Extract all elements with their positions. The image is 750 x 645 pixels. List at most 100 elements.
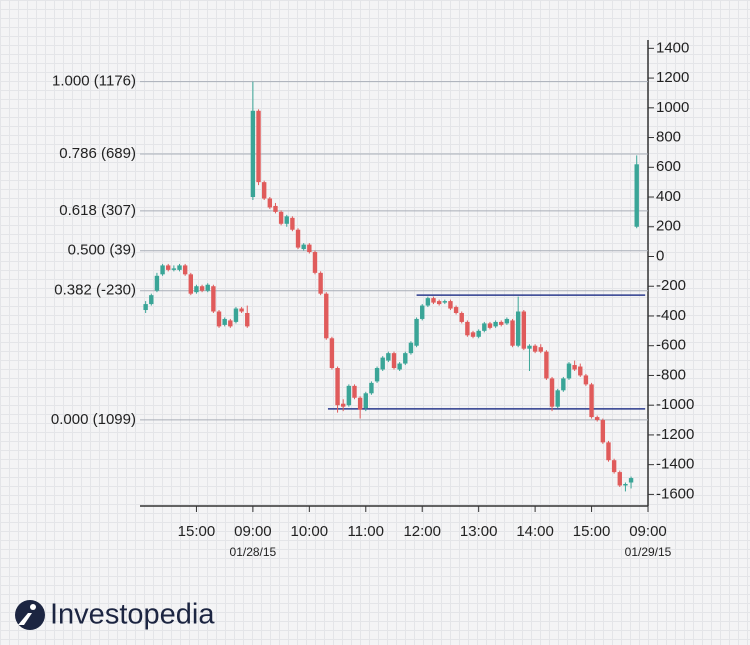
candle-body [459, 312, 464, 322]
candle-body [549, 378, 555, 407]
x-tick-label: 11:00 [348, 523, 384, 540]
candle-body [544, 351, 549, 379]
logo-icon-dot [30, 604, 36, 610]
x-tick-label: 15:00 [178, 523, 216, 540]
x-date-label: 01/29/15 [625, 545, 672, 559]
fib-label: 0.500 (39) [68, 242, 136, 259]
candle-body [374, 368, 380, 382]
candle-body [561, 378, 566, 391]
candle-body [487, 323, 493, 328]
candle-body [634, 164, 639, 227]
candle-body [245, 312, 250, 327]
candle-body [600, 420, 606, 443]
candle-body [256, 110, 261, 183]
candle-body [397, 363, 402, 370]
brand: Investopedia [50, 599, 215, 631]
y-tick-label: 1400 [656, 39, 689, 56]
x-tick-label: 15:00 [573, 523, 611, 540]
candle-body [617, 472, 622, 486]
candle-body [442, 301, 447, 303]
candle-body [606, 442, 611, 461]
candle-body [628, 478, 634, 483]
y-tick-label: -400 [656, 307, 686, 324]
candle-body [205, 284, 210, 291]
y-tick-label: -1000 [656, 396, 694, 413]
candle-body [222, 318, 227, 325]
candle-body [261, 182, 267, 199]
candle-body [216, 311, 222, 327]
y-tick-label: 400 [656, 188, 681, 205]
candle-body [476, 330, 481, 337]
candle-body [290, 217, 295, 230]
candle-body [583, 375, 589, 385]
y-tick-label: -600 [656, 337, 686, 354]
fib-label: 1.000 (1176) [52, 73, 136, 90]
candle-body [572, 365, 577, 370]
candle-body [267, 198, 273, 208]
candle-body [532, 345, 538, 352]
candle-body [278, 211, 284, 224]
candle-body [470, 332, 476, 337]
candle-body [149, 295, 154, 305]
candle-body [335, 368, 340, 406]
y-tick-label: -1400 [656, 456, 694, 473]
candle-body [527, 345, 532, 349]
candle-body [182, 265, 188, 275]
candle-body [295, 229, 301, 248]
candle-body [284, 216, 289, 224]
candle-body [312, 252, 318, 273]
candle-body [324, 293, 329, 339]
candle-body [329, 338, 335, 369]
candle-body [380, 357, 385, 370]
candle-body [408, 342, 414, 354]
candle-body [188, 274, 193, 294]
y-tick-label: 200 [656, 218, 681, 235]
candle-body [595, 417, 600, 421]
candle-body [510, 320, 515, 346]
candle-body [357, 397, 363, 410]
candle-body [403, 353, 408, 364]
candle-body [171, 268, 177, 270]
fib-label: 0.786 (689) [59, 145, 136, 162]
candle-body [160, 265, 165, 275]
candle-body [363, 393, 368, 409]
y-tick-label: 600 [656, 158, 681, 175]
candle-body [453, 307, 459, 313]
candle-body [515, 311, 521, 346]
candle-body [391, 353, 397, 369]
candle-body [436, 301, 442, 305]
candle-body [250, 110, 256, 198]
y-tick-label: 0 [656, 247, 664, 264]
candle-body [307, 244, 312, 253]
candle-body [589, 384, 594, 418]
candle-body [166, 265, 171, 270]
x-tick-label: 12:00 [403, 523, 441, 540]
candle-body [611, 460, 617, 473]
candle-body [239, 308, 244, 312]
x-tick-label: 09:00 [234, 523, 272, 540]
logo-icon-stem [18, 613, 32, 625]
x-tick-label: 13:00 [460, 523, 498, 540]
logo: Investopedia [15, 599, 215, 631]
y-tick-label: 800 [656, 129, 681, 146]
candle-body [493, 321, 498, 327]
fib-label: 0.382 (-230) [54, 282, 136, 299]
y-tick-label: -1200 [656, 426, 694, 443]
fib-label: 0.000 (1099) [51, 411, 136, 428]
candle-body [482, 323, 487, 331]
candle-body [346, 385, 352, 406]
candle-body [301, 244, 306, 250]
candle-body [431, 298, 436, 303]
candle-body [154, 275, 160, 291]
x-tick-label: 14:00 [516, 523, 554, 540]
y-tick-label: 1000 [656, 99, 689, 116]
y-tick-label: -200 [656, 277, 686, 294]
candle-body [504, 318, 510, 324]
candle-body [318, 272, 323, 294]
candle-body [352, 385, 357, 398]
candle-body [369, 382, 374, 394]
candle-body [555, 390, 560, 407]
candle-body [233, 308, 239, 322]
candle-body [521, 311, 527, 349]
